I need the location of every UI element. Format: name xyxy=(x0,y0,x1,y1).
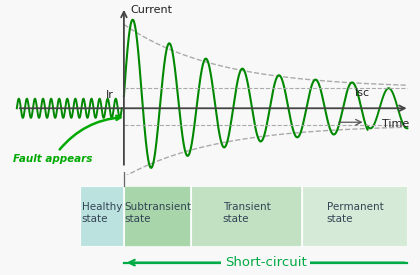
Bar xyxy=(80,186,124,246)
Text: Current: Current xyxy=(130,5,172,15)
Text: Healthy
state: Healthy state xyxy=(81,202,122,224)
Text: Time: Time xyxy=(382,119,409,129)
Text: Isc: Isc xyxy=(355,88,370,98)
Text: Short-circuit: Short-circuit xyxy=(225,256,307,269)
Text: Fault appears: Fault appears xyxy=(13,116,121,164)
Bar xyxy=(302,186,407,246)
Text: Transient
state: Transient state xyxy=(223,202,270,224)
Bar xyxy=(191,186,302,246)
Text: Ir: Ir xyxy=(105,90,113,100)
Bar xyxy=(124,186,191,246)
Text: Permanent
state: Permanent state xyxy=(326,202,383,224)
Text: Subtransient
state: Subtransient state xyxy=(124,202,191,224)
